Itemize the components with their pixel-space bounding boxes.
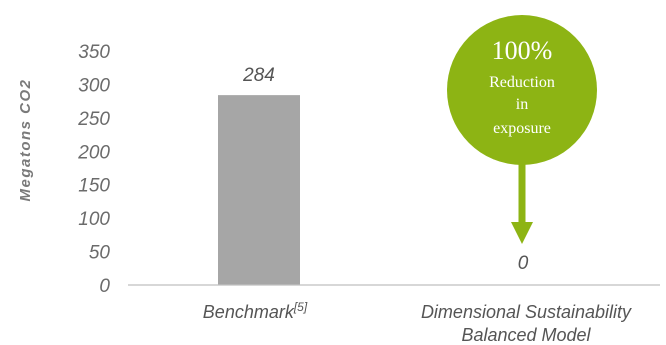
y-axis-ticks: 0 50 100 150 200 250 300 350 [77, 42, 110, 297]
y-tick-label: 100 [78, 209, 110, 230]
y-tick-label: 350 [78, 42, 110, 63]
category-label: Balanced Model [461, 325, 591, 345]
callout-line-3: exposure [493, 120, 551, 137]
y-tick-label: 50 [89, 243, 111, 264]
category-label: Benchmark[5] [203, 300, 308, 322]
bars [218, 95, 300, 285]
y-tick-label: 150 [78, 176, 110, 197]
callout-circle [447, 15, 597, 165]
data-label: 0 [518, 253, 529, 274]
data-label: 284 [242, 65, 275, 86]
y-tick-label: 300 [78, 75, 110, 96]
y-tick-label: 0 [99, 276, 110, 297]
y-tick-label: 250 [77, 109, 110, 130]
data-labels: 284 0 [242, 65, 529, 274]
bar [218, 95, 300, 285]
category-label: Dimensional Sustainability [421, 302, 632, 322]
y-tick-label: 200 [77, 142, 110, 163]
y-axis-label: Megatons CO2 [17, 78, 34, 201]
callout-percent: 100% [492, 36, 553, 65]
category-superscript: [5] [293, 300, 308, 314]
callout-line-2: in [516, 96, 528, 113]
category-labels: Benchmark[5] Dimensional Sustainability Ba… [203, 300, 632, 345]
callout-line-1: Reduction [489, 74, 555, 91]
reduction-callout: 100% Reduction in exposure [447, 15, 597, 244]
callout-arrow-head [511, 222, 533, 244]
